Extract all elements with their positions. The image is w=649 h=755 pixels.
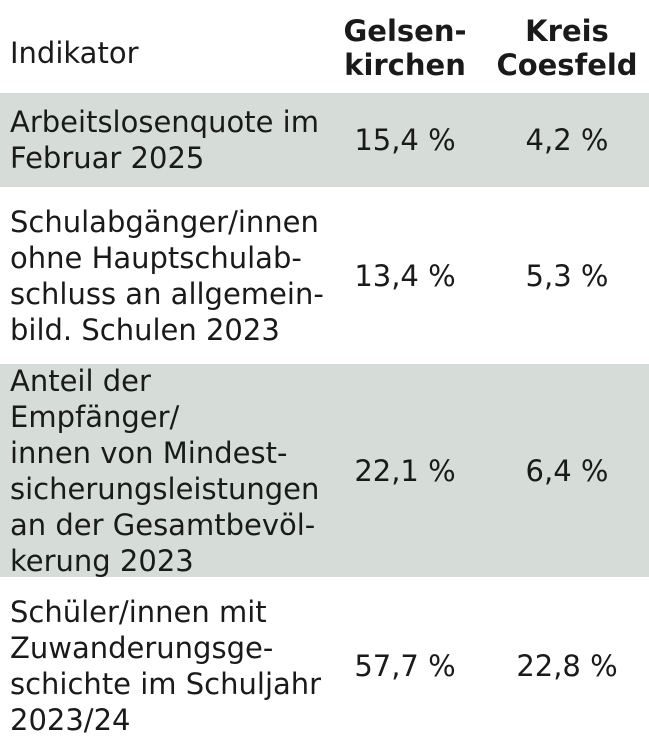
row-value-coesfeld: 5,3 % bbox=[525, 258, 609, 293]
row-value-gelsenkirchen: 13,4 % bbox=[354, 258, 456, 293]
table-row: Schüler/innen mit Zuwanderungsge- schich… bbox=[0, 577, 649, 755]
row-value-coesfeld: 4,2 % bbox=[525, 123, 609, 157]
row-value-coesfeld: 22,8 % bbox=[516, 649, 618, 683]
header-indicator: Indikator bbox=[0, 23, 325, 71]
row-value-coesfeld: 6,4 % bbox=[525, 453, 609, 488]
row-value-gelsenkirchen: 15,4 % bbox=[354, 123, 456, 157]
table-header-row: Indikator Gelsen- kirchen Kreis Coesfeld bbox=[0, 0, 649, 93]
row-indicator: Schüler/innen mit Zuwanderungsge- schich… bbox=[10, 595, 322, 737]
header-indicator-label: Indikator bbox=[10, 35, 139, 70]
table-row: Schulabgänger/innen ohne Hauptschulab- s… bbox=[0, 187, 649, 364]
row-indicator: Arbeitslosenquote im Februar 2025 bbox=[10, 105, 319, 175]
table-row: Arbeitslosenquote im Februar 2025 15,4 %… bbox=[0, 93, 649, 187]
row-value-gelsenkirchen: 57,7 % bbox=[354, 649, 456, 683]
table-row: Anteil der Empfänger/ innen von Mindest-… bbox=[0, 363, 649, 578]
row-indicator: Anteil der Empfänger/ innen von Mindest-… bbox=[10, 363, 320, 578]
row-value-gelsenkirchen: 22,1 % bbox=[354, 453, 456, 488]
header-kreis-coesfeld: Kreis Coesfeld bbox=[496, 13, 638, 82]
row-indicator: Schulabgänger/innen ohne Hauptschulab- s… bbox=[10, 204, 324, 347]
header-gelsenkirchen: Gelsen- kirchen bbox=[343, 13, 467, 82]
